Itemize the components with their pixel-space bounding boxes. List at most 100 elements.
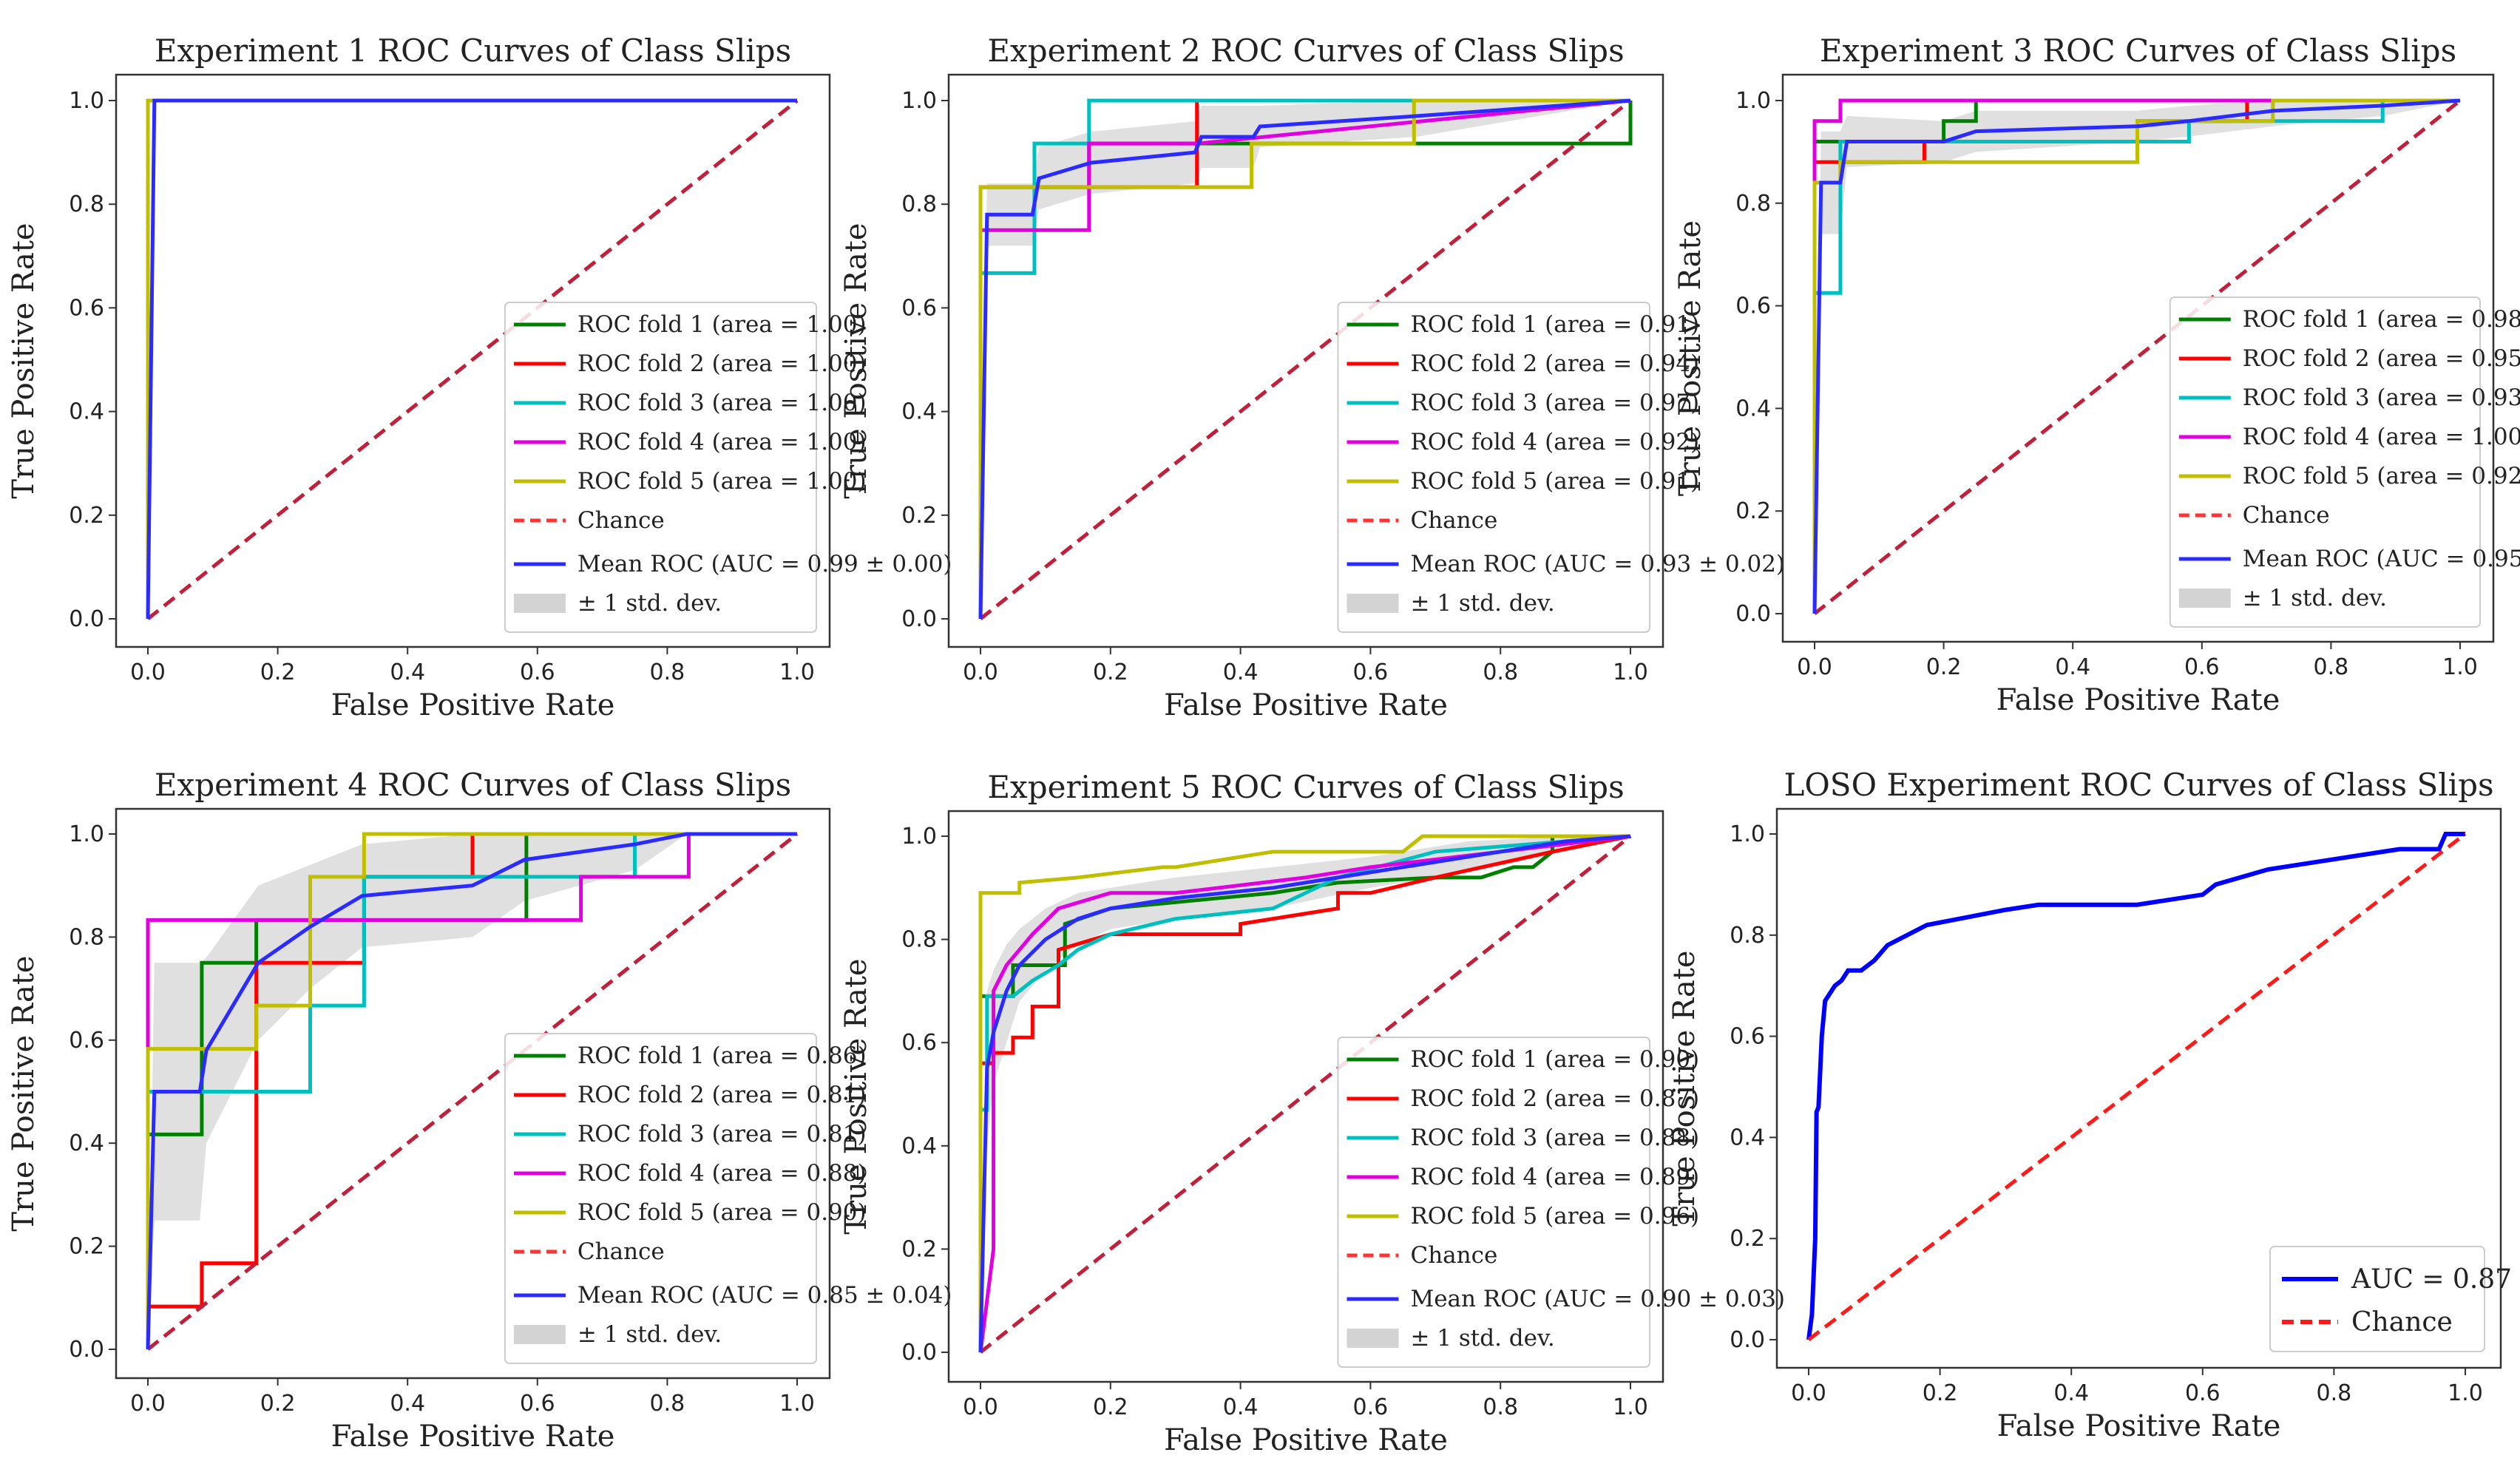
legend-label: Chance [1410,1242,1497,1269]
x-axis-label: False Positive Rate [1164,688,1448,722]
chart-title: Experiment 1 ROC Curves of Class Slips [155,33,791,69]
x-tick-label: 0.8 [2314,654,2349,680]
legend-label: ROC fold 5 (area = 0.90) [578,1199,867,1226]
x-tick-label: 0.8 [2317,1380,2352,1406]
legend-box [2169,296,2482,628]
y-tick-label: 0.0 [901,1340,937,1366]
legend-label: ROC fold 5 (area = 0.91) [1410,468,1699,495]
x-tick-label: 0.8 [650,659,685,685]
chance-line [979,99,1632,620]
y-tick-label: 0.8 [901,927,937,953]
y-tick-label: 0.8 [69,191,104,217]
y-tick-label: 0.2 [901,503,937,529]
x-tick-label: 1.0 [779,659,815,685]
y-tick-label: 0.0 [1735,601,1771,627]
mean-roc-line [1812,98,2461,614]
y-tick-label: 0.4 [69,399,104,425]
legend-label: ± 1 std. dev. [1410,590,1554,617]
y-tick-label: 0.6 [1735,294,1771,319]
legend: ROC fold 1 (area = 1.00) ROC fold 2 (area… [504,302,952,633]
plot-frame [947,810,1664,1383]
y-tick-label: 0.6 [901,295,937,321]
y-tick-label: 1.0 [1730,821,1765,847]
x-tick-label: 0.2 [260,1391,296,1417]
legend-label: ± 1 std. dev. [1410,1325,1554,1352]
legend-label: Mean ROC (AUC = 0.93 ± 0.02) [1410,551,1785,577]
legend-label: Mean ROC (AUC = 0.90 ± 0.03) [1410,1286,1785,1312]
y-tick-label: 0.2 [69,503,104,529]
y-axis-label: True Positive Rate [839,958,873,1234]
plot-frame [1775,807,2502,1369]
legend-label: ROC fold 3 (area = 0.81) [578,1121,867,1147]
x-tick-label: 0.0 [130,659,166,685]
chart-title: Experiment 4 ROC Curves of Class Slips [155,767,791,803]
legend-swatch [2178,589,2231,608]
legend-label: ROC fold 5 (area = 1.00) [578,468,867,495]
legend-label: Mean ROC (AUC = 0.95 ± 0.03) [2243,546,2520,572]
y-tick-label: 0.8 [69,924,104,950]
chance-line [146,99,799,620]
roc-fold-3-line [146,832,797,1349]
chart-panel-2: Experiment 2 ROC Curves of Class Slips 0.… [839,33,1785,722]
std-dev-band [980,101,1630,619]
y-tick-label: 0.8 [1735,191,1771,217]
legend-label: ROC fold 5 (area = 0.92) [2243,463,2520,489]
chart-panel-3: Experiment 3 ROC Curves of Class Slips 0.… [1673,33,2520,717]
x-tick-label: 0.6 [520,1391,555,1417]
y-tick-label: 0.4 [901,399,937,425]
legend-label: ROC fold 1 (area = 0.91) [1410,311,1699,338]
x-tick-label: 0.2 [1926,654,1962,680]
legend-label: ROC fold 4 (area = 1.00) [578,429,867,455]
y-axis-label: True Positive Rate [7,955,41,1231]
y-axis-label: True Positive Rate [7,223,41,498]
x-tick-label: 0.0 [1791,1380,1826,1406]
y-tick-label: 1.0 [901,88,937,114]
legend-label: ROC fold 2 (area = 0.87) [1410,1085,1699,1112]
x-tick-label: 1.0 [1613,1394,1648,1420]
y-tick-label: 0.0 [901,606,937,632]
y-tick-label: 0.4 [1730,1125,1765,1150]
mean-roc-line [146,832,797,1350]
y-tick-label: 0.6 [69,1028,104,1054]
legend-label: ROC fold 2 (area = 0.81) [578,1082,867,1108]
x-axis-label: False Positive Rate [1996,683,2280,717]
x-axis-label: False Positive Rate [1997,1409,2281,1443]
legend-label: Chance [2351,1307,2453,1337]
x-tick-label: 1.0 [2448,1380,2483,1406]
x-tick-label: 1.0 [779,1391,815,1417]
legend-label: ROC fold 2 (area = 0.94) [1410,350,1699,377]
y-axis-label: True Positive Rate [1667,950,1701,1226]
chart-title: Experiment 2 ROC Curves of Class Slips [987,33,1624,69]
chart-title: LOSO Experiment ROC Curves of Class Slip… [1784,767,2493,803]
x-axis-label: False Positive Rate [331,688,615,722]
x-axis-label: False Positive Rate [1164,1423,1448,1457]
mean-roc-line [978,98,1631,620]
legend: ROC fold 1 (area = 0.91) ROC fold 2 (area… [1337,302,1785,633]
chart-panel-4: Experiment 4 ROC Curves of Class Slips 0.… [7,767,952,1454]
chart-title: Experiment 5 ROC Curves of Class Slips [987,769,1624,805]
y-tick-label: 0.6 [901,1030,937,1056]
y-tick-label: 1.0 [1735,88,1771,114]
y-tick-label: 0.2 [1730,1226,1765,1252]
x-axis-label: False Positive Rate [331,1420,615,1454]
legend: ROC fold 1 (area = 0.98) ROC fold 2 (area… [2169,296,2520,628]
legend-label: ROC fold 3 (area = 0.97) [1410,390,1699,416]
y-tick-label: 0.0 [1730,1327,1765,1353]
y-tick-label: 1.0 [69,88,104,114]
x-tick-label: 0.2 [1093,1394,1128,1420]
legend-swatch [513,594,566,613]
legend-label: ROC fold 1 (area = 0.86) [578,1042,867,1069]
x-tick-label: 0.4 [1223,659,1259,685]
legend-label: ROC fold 4 (area = 0.88) [578,1160,867,1187]
y-axis-label: True Positive Rate [839,223,873,498]
y-tick-label: 0.0 [69,1337,104,1363]
x-tick-label: 0.0 [130,1391,166,1417]
plot-frame [1781,73,2495,643]
chance-line [146,833,799,1351]
legend-label: ROC fold 4 (area = 1.00) [2243,424,2520,450]
legend-swatch [1347,594,1399,613]
legend-label: Chance [578,1238,665,1265]
x-tick-label: 0.8 [1483,659,1518,685]
legend-label: Mean ROC (AUC = 0.85 ± 0.04) [578,1282,952,1309]
